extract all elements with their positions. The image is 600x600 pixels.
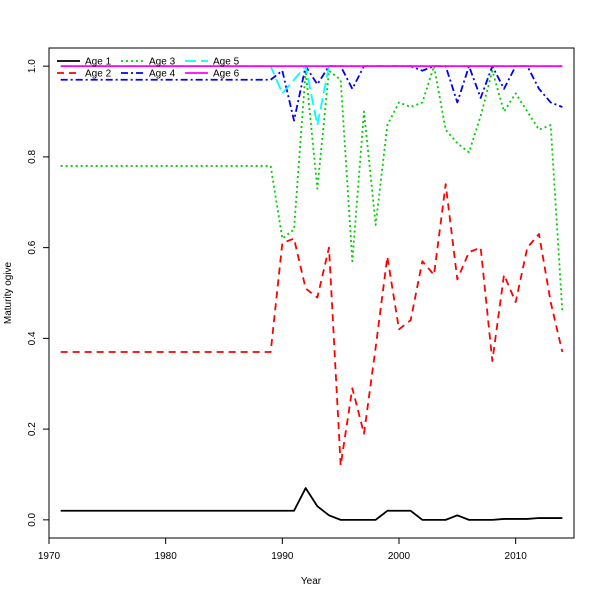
y-tick-label: 0.2 [27, 422, 38, 436]
legend-label-age-6: Age 6 [213, 69, 240, 80]
y-tick-label: 0.0 [27, 512, 38, 526]
plot-frame [48, 47, 575, 539]
legend-label-age-1: Age 1 [85, 57, 112, 68]
series-line-age-4 [60, 65, 563, 122]
legend-label-age-4: Age 4 [149, 69, 176, 80]
x-tick-label: 1990 [271, 551, 294, 562]
legend-label-age-5: Age 5 [213, 57, 240, 68]
y-tick-label: 0.6 [27, 240, 38, 254]
y-axis: 0.0 0.2 0.4 0.6 0.8 1.0 [27, 59, 49, 527]
series-line-age-2 [60, 183, 564, 467]
legend-label-age-3: Age 3 [149, 57, 176, 68]
x-tick-label: 1980 [155, 551, 178, 562]
x-tick-label: 1970 [38, 551, 61, 562]
x-axis: 1970 1980 1990 2000 2010 [38, 538, 527, 562]
x-axis-title: Year [301, 576, 322, 587]
x-tick-label: 2010 [505, 551, 528, 562]
series-line-age-1 [60, 487, 563, 521]
y-tick-label: 0.4 [27, 331, 38, 345]
series-line-age-3 [60, 65, 564, 312]
y-tick-label: 0.8 [27, 150, 38, 164]
y-axis-title: Maturity ogive [3, 261, 14, 324]
series-layer [60, 65, 564, 521]
legend-label-age-2: Age 2 [85, 69, 112, 80]
y-tick-label: 1.0 [27, 59, 38, 73]
x-tick-label: 2000 [388, 551, 411, 562]
